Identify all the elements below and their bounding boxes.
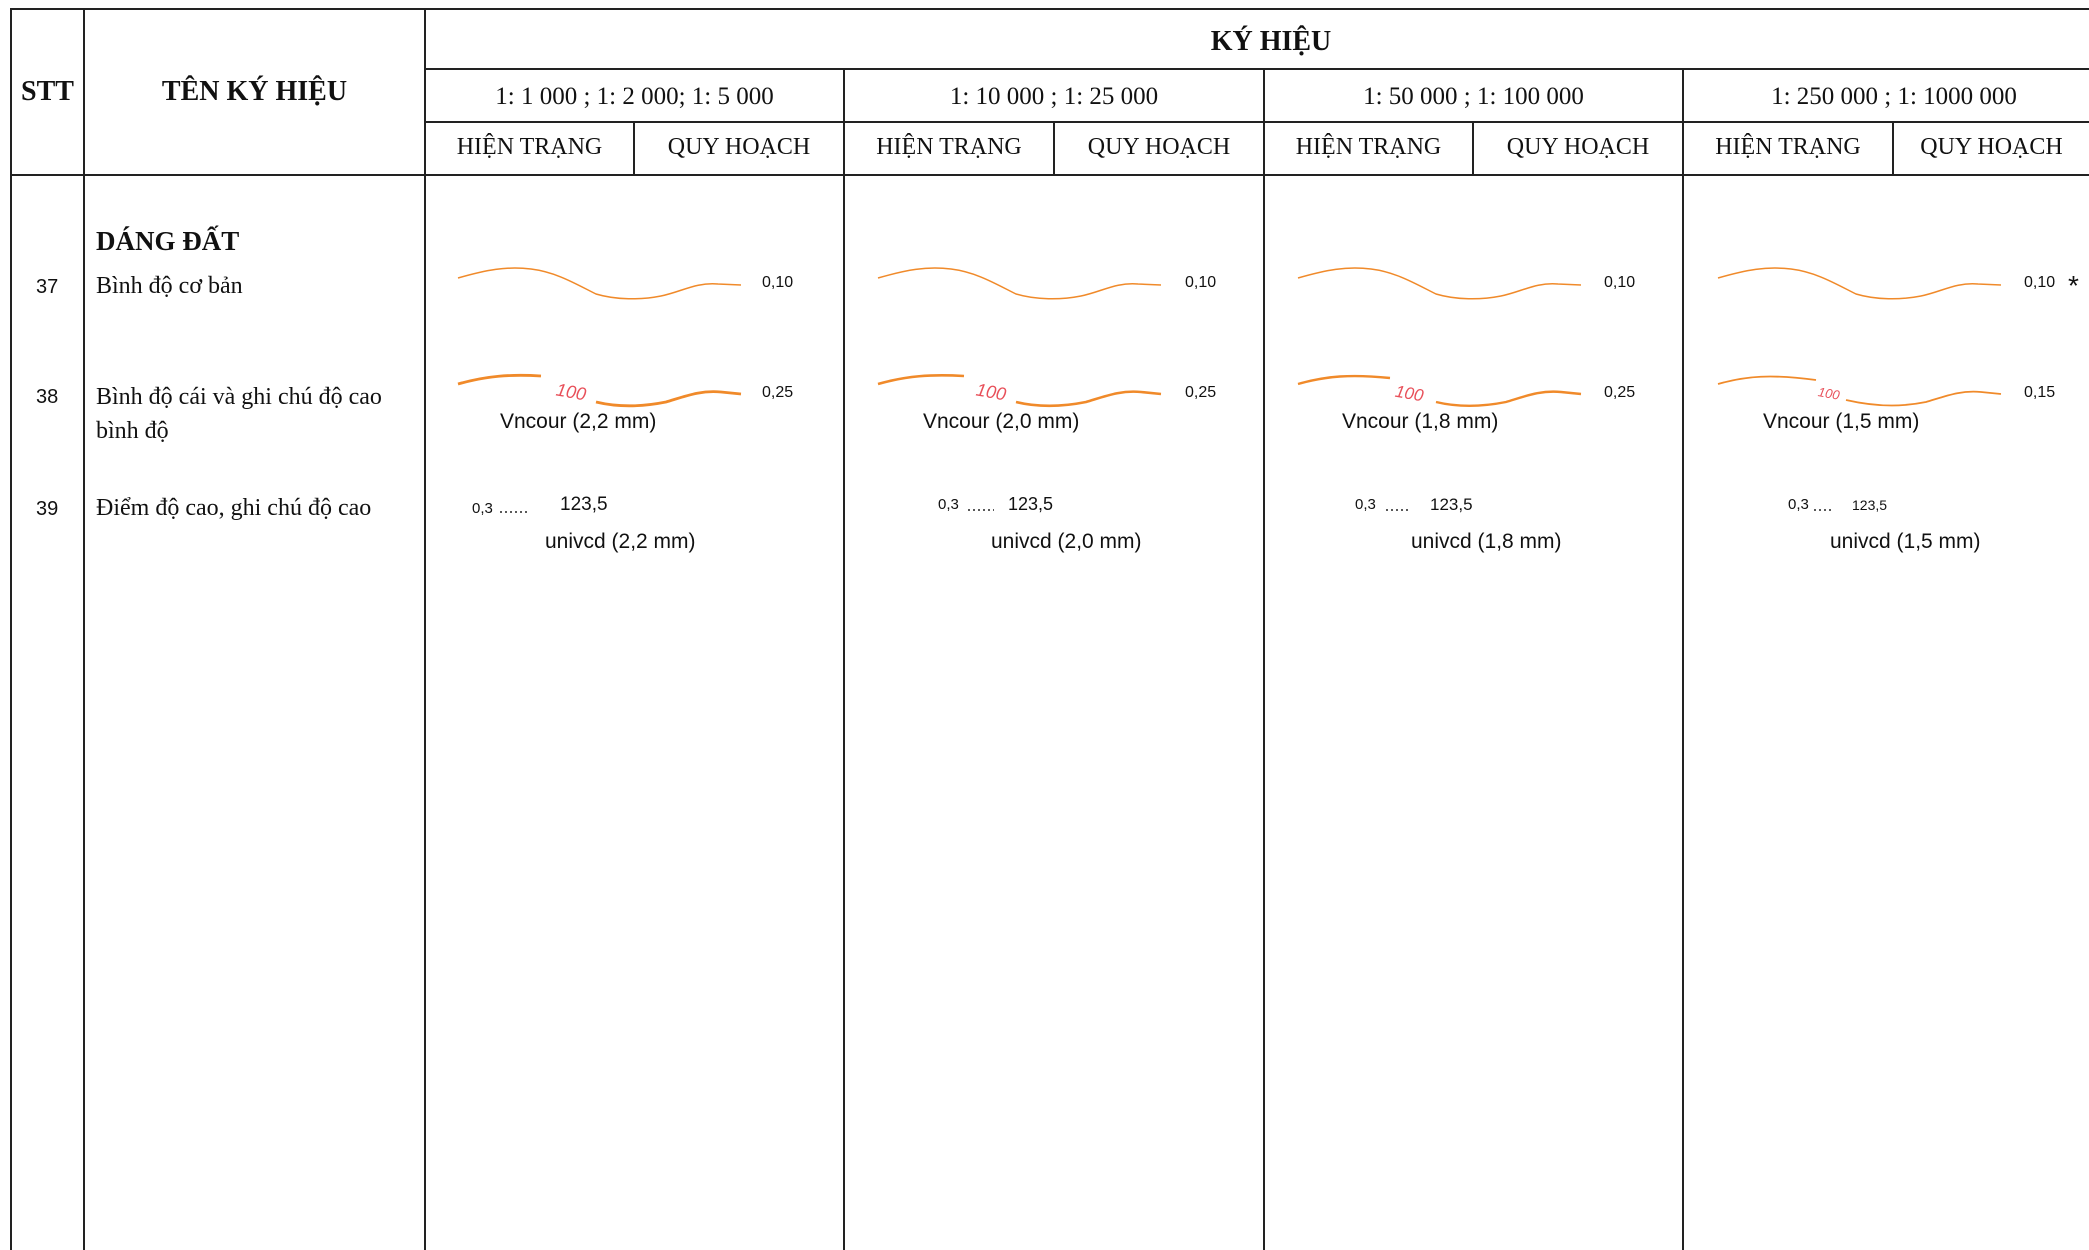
header-bottom-border [10,174,2089,176]
header-existing-2: HIỆN TRẠNG [876,134,1022,160]
header-planning-2: QUY HOẠCH [1087,134,1231,160]
basic-width-label-4: 0,10 [2024,274,2056,291]
symbol-header-divider [424,68,2089,70]
contour-font-label-2: Vncour (2,0 mm) [923,410,1080,433]
index-width-label-2: 0,25 [1185,384,1217,401]
elevation-value-4: 123,5 [1852,497,1888,513]
header-symbol-name: TÊN KÝ HIỆU [161,76,348,107]
subcol-divider-1 [633,121,635,176]
row-37-name: Bình độ cơ bản [96,273,243,299]
point-size-label-4: 0,3 [1788,496,1809,513]
index-contour-line-1 [457,373,742,408]
header-planning-4: QUY HOẠCH [1920,134,2063,160]
point-font-label-2: univcd (2,0 mm) [991,530,1142,553]
basic-contour-line-1 [457,267,742,300]
row-37-stt: 37 [36,276,59,298]
header-planning-3: QUY HOẠCH [1506,134,1650,160]
header-planning-1: QUY HOẠCH [667,134,811,160]
point-font-label-4: univcd (1,5 mm) [1830,530,1981,553]
dotted-leader-2 [968,509,994,511]
header-scale-2: 1: 10 000 ; 1: 25 000 [949,83,1159,110]
subcol-divider-4 [1892,121,1894,176]
contour-font-label-1: Vncour (2,2 mm) [500,410,657,433]
elevation-value-2: 123,5 [1008,494,1054,514]
point-size-label-3: 0,3 [1355,496,1376,513]
basic-width-label-1: 0,10 [762,274,794,291]
header-existing-3: HIỆN TRẠNG [1295,134,1442,160]
index-width-label-3: 0,25 [1604,384,1636,401]
basic-contour-line-3 [1297,267,1582,300]
basic-width-label-3: 0,10 [1604,274,1636,291]
index-width-label-4: 0,15 [2024,384,2056,401]
contour-font-label-4: Vncour (1,5 mm) [1763,410,1920,433]
scale-header-divider [424,121,2089,123]
dotted-leader-3 [1386,509,1410,511]
row-38-name-line1: Bình độ cái và ghi chú độ cao [96,384,382,410]
elevation-value-1: 123,5 [560,494,608,515]
left-border [10,8,12,1250]
row-39-name: Điểm độ cao, ghi chú độ cao [96,495,372,521]
point-size-label-1: 0,3 [472,500,493,517]
header-stt: STT [21,76,74,107]
header-scale-4: 1: 250 000 ; 1: 1000 000 [1771,83,2017,110]
point-font-label-3: univcd (1,8 mm) [1411,530,1562,553]
subcol-divider-3 [1472,121,1474,176]
dotted-leader-1 [500,511,530,513]
header-scale-1: 1: 1 000 ; 1: 2 000; 1: 5 000 [495,83,774,110]
col-divider-stt [83,8,85,1250]
section-title: DÁNG ĐẤT [96,226,240,256]
header-scale-3: 1: 50 000 ; 1: 100 000 [1363,83,1584,110]
basic-contour-line-4 [1717,267,2002,300]
col-divider-scale-3 [1263,68,1265,1250]
col-divider-scale-2 [843,68,845,1250]
top-border [10,8,2089,10]
header-existing-4: HIỆN TRẠNG [1715,134,1861,160]
index-contour-line-4 [1717,375,2002,407]
index-contour-line-3 [1297,374,1582,407]
index-width-label-1: 0,25 [762,384,794,401]
row-38-name-line2: bình độ [96,418,169,444]
col-divider-name [424,8,426,1250]
header-existing-1: HIỆN TRẠNG [456,134,603,160]
point-font-label-1: univcd (2,2 mm) [545,530,696,553]
basic-contour-line-2 [877,267,1162,300]
row-38-stt: 38 [36,386,59,408]
point-size-label-2: 0,3 [938,496,959,513]
index-contour-line-2 [877,373,1162,408]
contour-font-label-3: Vncour (1,8 mm) [1342,410,1499,433]
col-divider-scale-4 [1682,68,1684,1250]
asterisk-mark: * [2068,270,2079,301]
header-symbol: KÝ HIỆU [1210,26,1332,57]
subcol-divider-2 [1053,121,1055,176]
basic-width-label-2: 0,10 [1185,274,1217,291]
elevation-value-3: 123,5 [1430,495,1473,514]
row-39-stt: 39 [36,498,59,520]
dotted-leader-4 [1814,509,1834,511]
